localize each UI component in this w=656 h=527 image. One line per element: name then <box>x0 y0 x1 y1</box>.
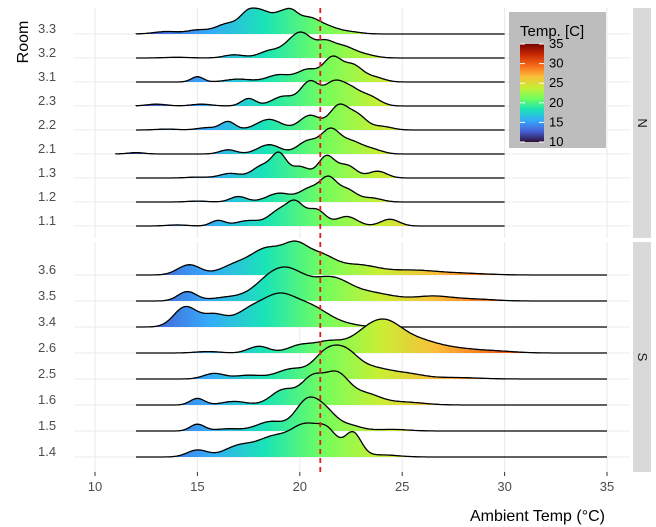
ridge-area <box>136 56 505 82</box>
y-tick-label: 3.5 <box>38 288 56 303</box>
legend-label: 35 <box>549 36 563 51</box>
y-tick-label: 1.5 <box>38 418 56 433</box>
ridge-outline <box>136 344 607 380</box>
y-tick-label: 2.5 <box>38 366 56 381</box>
ridge-outline <box>136 240 607 276</box>
facet-strip-s <box>633 242 651 472</box>
x-tick-label: 35 <box>600 479 614 494</box>
y-tick-label: 3.2 <box>38 45 56 60</box>
y-tick-label: 1.3 <box>38 165 56 180</box>
y-tick-label: 1.4 <box>38 444 56 459</box>
y-tick-label: 3.6 <box>38 262 56 277</box>
ridge-outline <box>136 422 607 458</box>
ridge-outline <box>136 370 607 406</box>
x-tick-label: 10 <box>88 479 102 494</box>
facet-strips: NS <box>633 8 651 472</box>
ridge-area <box>136 371 607 405</box>
ridge-area <box>136 200 505 226</box>
x-tick-label: 15 <box>190 479 204 494</box>
ridge-area <box>136 241 607 275</box>
ridge-outline <box>136 266 607 302</box>
y-tick-label: 2.3 <box>38 93 56 108</box>
ridge-area <box>136 293 607 327</box>
y-tick-label: 1.6 <box>38 392 56 407</box>
y-axis-tick-labels: 3.3 3.2 3.1 2.3 2.2 2.1 1.3 1.2 1.1 3.6 3.5 3.4 2.6 2… <box>38 21 56 459</box>
legend-ticks: 10 15 20 25 30 35 <box>520 36 563 149</box>
x-axis-tick-labels: 10 15 20 25 30 35 <box>88 472 614 494</box>
facet-strip-n <box>633 8 651 238</box>
legend: Temp. [C] 10 15 20 25 30 35 <box>509 12 606 149</box>
legend-label: 20 <box>549 95 563 110</box>
y-tick-label: 1.2 <box>38 189 56 204</box>
y-tick-label: 3.4 <box>38 314 56 329</box>
x-tick-label: 20 <box>293 479 307 494</box>
y-tick-label: 2.2 <box>38 117 56 132</box>
ridge-outline <box>114 127 505 155</box>
y-axis-title: Room <box>15 21 32 64</box>
facet-label: S <box>635 353 650 362</box>
ridge-area <box>136 267 607 301</box>
x-tick-label: 30 <box>497 479 511 494</box>
legend-colorbar <box>520 44 544 142</box>
ridge-area <box>136 104 505 130</box>
legend-label: 10 <box>549 134 563 149</box>
ridge-area <box>136 345 607 379</box>
ridge-outline <box>136 151 505 179</box>
legend-label: 15 <box>549 114 563 129</box>
ridge-area <box>136 423 607 457</box>
legend-title: Temp. [C] <box>520 23 584 40</box>
ridge-area <box>136 8 505 34</box>
y-tick-label: 1.1 <box>38 213 56 228</box>
legend-label: 25 <box>549 75 563 90</box>
y-tick-label: 3.1 <box>38 69 56 84</box>
x-axis-title: Ambient Temp (°C) <box>470 508 605 525</box>
y-tick-label: 2.6 <box>38 340 56 355</box>
legend-label: 30 <box>549 56 563 71</box>
ridge-outline <box>136 318 607 354</box>
facet-label: N <box>635 118 650 127</box>
ridge-outline <box>136 396 607 432</box>
y-tick-label: 2.1 <box>38 141 56 156</box>
x-tick-label: 25 <box>395 479 409 494</box>
y-tick-label: 3.3 <box>38 21 56 36</box>
ridge-area <box>115 128 505 154</box>
ridge-area <box>136 319 607 353</box>
